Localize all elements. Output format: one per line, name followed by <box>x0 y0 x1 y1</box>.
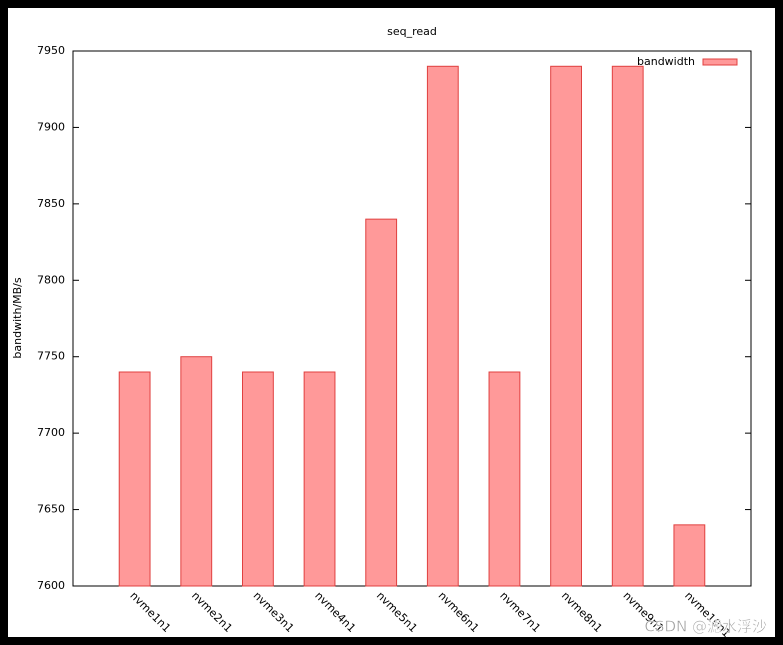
legend-label: bandwidth <box>637 55 695 68</box>
y-tick-label: 7850 <box>37 197 65 210</box>
bar <box>180 356 213 587</box>
y-tick-label: 7700 <box>37 426 65 439</box>
y-axis-label: bandwith/MB/s <box>11 277 24 358</box>
bar <box>673 524 706 587</box>
y-tick-label: 7950 <box>37 44 65 57</box>
watermark: CSDN @滤水浮沙 <box>644 618 767 636</box>
bar <box>242 371 274 587</box>
bar <box>488 371 521 587</box>
bar <box>426 65 459 587</box>
y-tick-label: 7800 <box>37 273 65 286</box>
bar <box>611 65 644 587</box>
legend-swatch <box>702 58 738 66</box>
y-tick-label: 7900 <box>37 120 65 133</box>
y-tick-label: 7600 <box>37 579 65 592</box>
bar <box>550 65 583 587</box>
y-tick-label: 7750 <box>37 350 65 363</box>
plot-frame <box>72 50 752 587</box>
y-tick-label: 7650 <box>37 503 65 516</box>
bar <box>303 371 336 587</box>
bar <box>365 218 398 587</box>
bar <box>118 371 151 587</box>
chart-title: seq_read <box>387 25 437 38</box>
